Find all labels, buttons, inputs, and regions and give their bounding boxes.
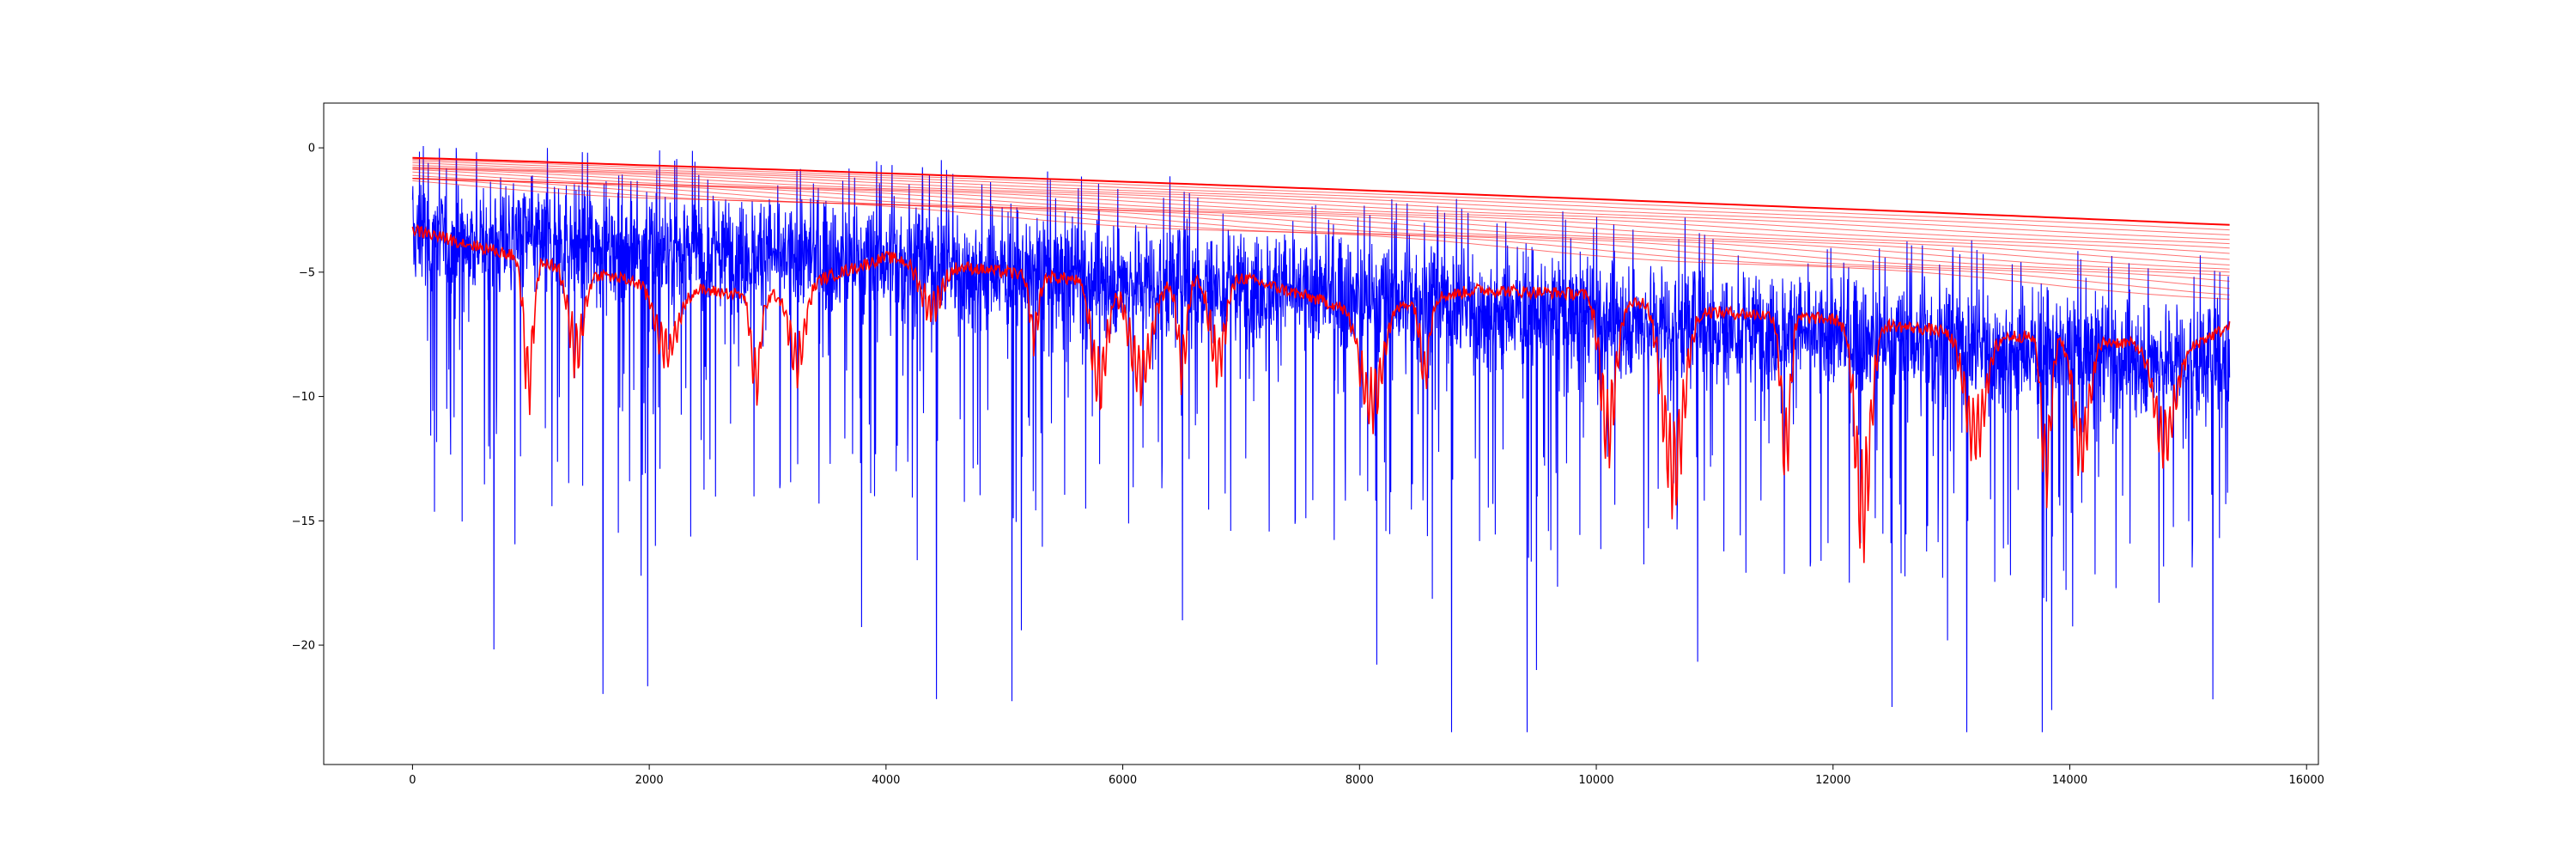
lower-envelope-series-line — [411, 223, 2231, 564]
x-tick-label: 12000 — [1815, 774, 1850, 787]
x-tick-label: 10000 — [1578, 774, 1613, 787]
y-tick-label: −10 — [292, 391, 315, 404]
envelope-series-line-13 — [412, 178, 2230, 282]
x-tick-label: 4000 — [872, 774, 900, 787]
envelope-series-line-1 — [412, 156, 2230, 226]
y-tick-label: 0 — [308, 143, 315, 155]
envelope-series-line-8 — [412, 168, 2230, 260]
signal-series-line — [411, 145, 2231, 733]
envelope-series-line-5 — [412, 164, 2230, 245]
x-tick-label: 2000 — [635, 774, 664, 787]
x-tick-label: 8000 — [1346, 774, 1374, 787]
envelope-series-line-14 — [412, 178, 2230, 289]
y-tick-label: −5 — [299, 266, 315, 279]
x-tick-label: 0 — [409, 774, 416, 787]
envelope-series-line-7 — [412, 168, 2230, 254]
envelope-series-line-9 — [412, 168, 2230, 265]
envelope-series-line-10 — [412, 171, 2230, 270]
envelope-series-line-6 — [412, 166, 2230, 249]
envelope-series-line-3 — [412, 160, 2230, 235]
y-tick-label: −20 — [292, 640, 315, 653]
plot-data — [411, 145, 2231, 733]
y-axis: 0 −5 −10 −15 −20 — [292, 143, 324, 653]
x-axis: 0 2000 4000 6000 8000 10000 12000 14000 16000 — [409, 765, 2324, 787]
x-tick-label: 14000 — [2052, 774, 2087, 787]
envelope-series-line-16 — [412, 180, 2230, 300]
x-tick-label: 6000 — [1109, 774, 1137, 787]
y-tick-label: −15 — [292, 515, 315, 528]
plot-frame — [323, 102, 2319, 765]
x-tick-label: 16000 — [2289, 774, 2324, 787]
envelope-series-line-4 — [412, 161, 2230, 241]
envelope-series-line-11 — [412, 174, 2230, 273]
envelope-series-line-12 — [412, 178, 2230, 277]
envelope-series-line-2 — [412, 158, 2230, 231]
